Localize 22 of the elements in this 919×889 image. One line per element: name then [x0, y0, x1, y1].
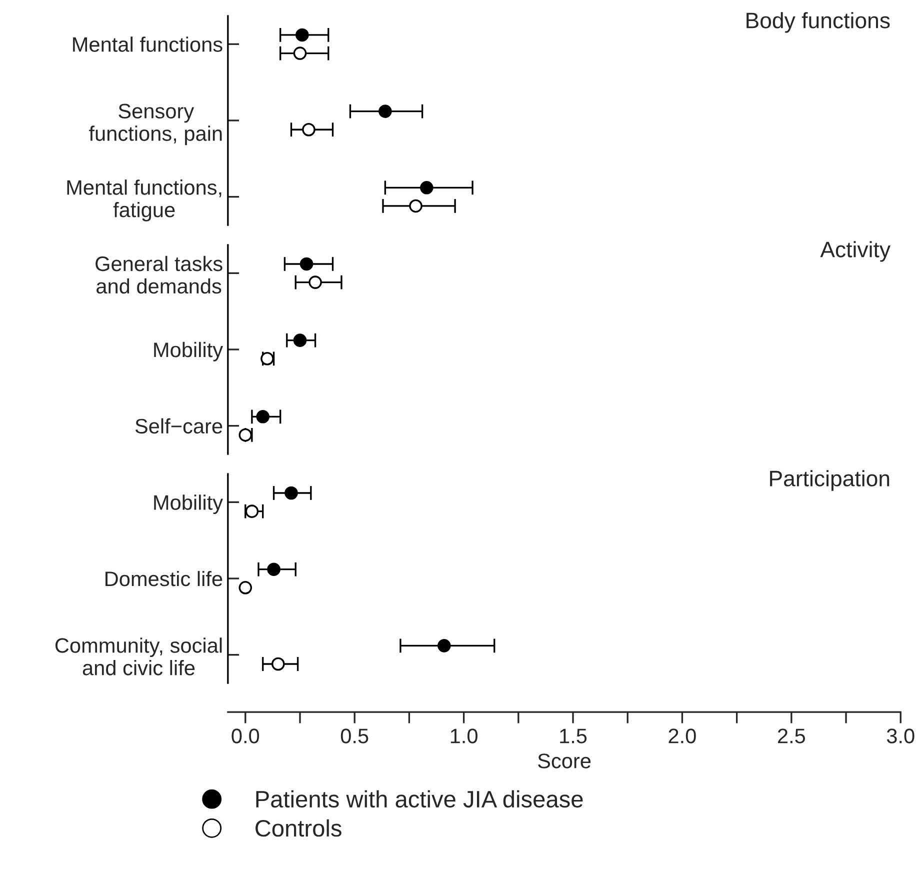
x-tick-label: 3.0: [886, 728, 914, 744]
x-axis-title: Score: [538, 754, 591, 768]
y-tick-label: Mental functions, fatigue: [67, 180, 222, 222]
annotation: Body functions: [746, 12, 890, 33]
y-tick-label: Domestic life: [106, 570, 222, 586]
legend-label: Patients with active JIA disease: [256, 790, 583, 808]
x-tick-label: 2.0: [668, 728, 696, 744]
x-tick-label: 1.0: [450, 728, 478, 744]
y-tick-label: Mental functions: [73, 36, 222, 52]
x-tick-label: 1.5: [560, 728, 587, 744]
y-tick-label: Sensory functions, pain: [89, 104, 222, 146]
y-tick-label: General tasks and demands: [96, 256, 222, 294]
annotation: Activity: [820, 241, 890, 262]
y-tick-label: Community, social and civic life: [55, 638, 222, 676]
y-tick-label: Mobility: [154, 494, 224, 514]
y-tick-label: Mobility: [154, 342, 224, 362]
x-tick-label: 0.5: [340, 728, 368, 744]
x-tick-label: 0.0: [232, 728, 260, 744]
x-tick-label: 2.5: [778, 728, 806, 744]
y-tick-label: Self−care: [135, 418, 222, 434]
annotation: Participation: [770, 470, 890, 491]
legend-label: Controls: [256, 819, 342, 837]
